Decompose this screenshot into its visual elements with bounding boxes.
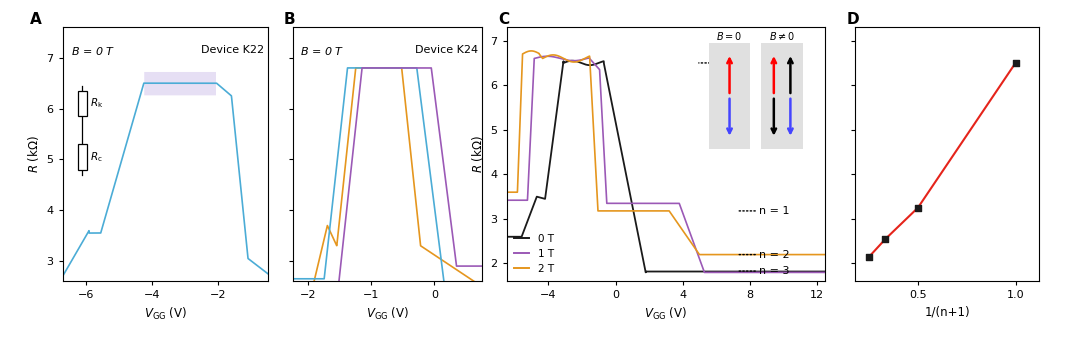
Point <box>909 205 927 210</box>
Text: $R_\mathrm{k}$: $R_\mathrm{k}$ <box>90 97 104 110</box>
Point <box>861 254 878 260</box>
Bar <box>78 144 87 169</box>
Legend: 0 T, 1 T, 2 T: 0 T, 1 T, 2 T <box>512 232 556 276</box>
Title: $B\neq 0$: $B\neq 0$ <box>769 30 795 42</box>
Point <box>1007 60 1024 66</box>
Text: $B$ = 0 T: $B$ = 0 T <box>71 45 114 57</box>
Text: A: A <box>30 12 42 27</box>
Bar <box>78 91 87 116</box>
Text: n = 1: n = 1 <box>759 206 789 216</box>
Y-axis label: $R$ (k$\Omega$): $R$ (k$\Omega$) <box>470 135 485 173</box>
X-axis label: 1/(n+1): 1/(n+1) <box>924 306 970 319</box>
Text: kink: kink <box>714 58 737 68</box>
Y-axis label: $R$ (k$\Omega$): $R$ (k$\Omega$) <box>26 135 41 173</box>
Text: B: B <box>284 12 296 27</box>
X-axis label: $V_\mathrm{GG}$ (V): $V_\mathrm{GG}$ (V) <box>645 306 687 322</box>
Text: $B$ = 0 T: $B$ = 0 T <box>300 45 345 57</box>
Text: n = 2: n = 2 <box>759 250 789 260</box>
Point <box>877 236 894 242</box>
Text: Device K22: Device K22 <box>201 45 264 55</box>
Text: Device K24: Device K24 <box>415 45 477 55</box>
Text: $R_\mathrm{c}$: $R_\mathrm{c}$ <box>90 150 103 164</box>
Text: C: C <box>498 12 509 27</box>
X-axis label: $V_\mathrm{GG}$ (V): $V_\mathrm{GG}$ (V) <box>366 306 408 322</box>
Text: D: D <box>847 12 860 27</box>
Title: $B=0$: $B=0$ <box>716 30 743 42</box>
Text: n = 3: n = 3 <box>759 266 789 276</box>
X-axis label: $V_\mathrm{GG}$ (V): $V_\mathrm{GG}$ (V) <box>144 306 187 322</box>
